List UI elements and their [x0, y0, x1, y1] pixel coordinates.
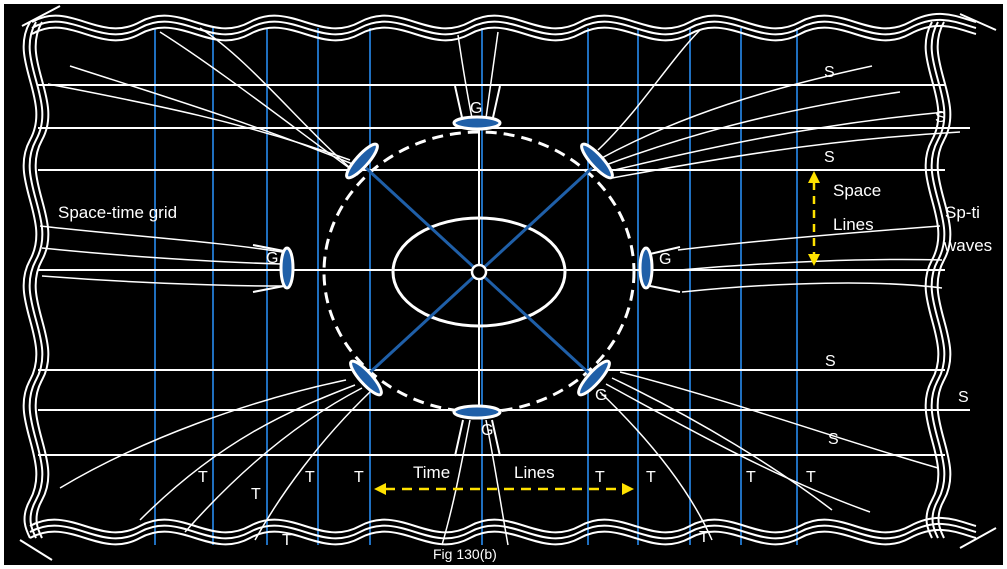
cone-top — [454, 85, 501, 123]
s-label: S — [935, 109, 946, 126]
galaxy-node-upper-right — [580, 142, 614, 180]
space-lines-label-line2: Lines — [833, 215, 874, 234]
wave-string — [602, 91, 901, 167]
frame-right-wave — [930, 21, 946, 539]
wave-string — [485, 31, 499, 119]
space-time-grid-label: Space-time grid — [58, 203, 177, 222]
wave-string — [619, 371, 939, 469]
wave-string — [611, 377, 833, 511]
frame-bottom-wave — [29, 529, 977, 546]
wave-string — [457, 34, 473, 119]
wave-string — [159, 31, 353, 171]
wave-string — [39, 225, 283, 253]
figure-caption: Fig 130(b) — [433, 546, 497, 562]
wave-string — [679, 258, 943, 271]
sp-ti-waves-label-line2: waves — [943, 236, 992, 255]
sp-ti-waves-label-line1: Sp-ti — [945, 203, 980, 222]
frame-bottom-wave — [29, 517, 977, 534]
s-label: S — [958, 389, 969, 406]
g-label-bottom: G — [481, 422, 493, 439]
time-label: Time — [413, 463, 450, 482]
frame-top-wave — [31, 19, 977, 36]
frame-left-wave — [34, 21, 50, 539]
t-label: T — [198, 469, 208, 486]
g-label-left: G — [266, 250, 278, 267]
galaxy-cones — [252, 85, 681, 457]
t-label: T — [646, 469, 656, 486]
wave-string — [41, 247, 283, 265]
t-label: T — [699, 529, 709, 546]
center-node — [470, 263, 488, 281]
s-label: S — [828, 431, 839, 448]
galaxy-node-lower-right — [577, 359, 611, 397]
g-label-right: G — [659, 251, 671, 268]
time-lines-arrow — [374, 483, 634, 495]
wave-string — [184, 387, 363, 533]
wave-string — [605, 111, 946, 173]
t-label: T — [251, 486, 261, 503]
wave-strings — [39, 27, 961, 546]
wave-string — [597, 29, 701, 151]
frame-top-wave — [31, 25, 977, 42]
t-label: T — [354, 469, 364, 486]
cone-left — [252, 244, 285, 293]
space-arrow-head-top — [808, 171, 820, 183]
cone-bottom — [454, 419, 501, 457]
frame-corner-tick — [19, 5, 997, 561]
inner-orbit — [391, 216, 567, 328]
wave-string — [441, 419, 471, 546]
wave-string — [681, 282, 943, 293]
s-label: S — [824, 64, 835, 81]
galaxy-node-lower-left — [349, 359, 383, 397]
time-lines — [154, 28, 798, 545]
galaxy-node-top — [452, 115, 502, 131]
frame-bottom-wave — [29, 523, 977, 540]
cone-right — [649, 246, 681, 293]
wavy-frame — [19, 5, 997, 561]
time-arrow-head-right — [622, 483, 634, 495]
t-label: T — [746, 469, 756, 486]
galaxy-node-left — [279, 246, 295, 290]
galaxy-nodes — [279, 115, 654, 420]
frame-right-wave — [924, 21, 940, 539]
frame-top-wave — [31, 13, 977, 30]
wave-string — [677, 225, 941, 251]
wave-string — [199, 27, 359, 176]
galaxy-node-bottom — [452, 404, 502, 420]
s-label: S — [825, 353, 836, 370]
frame-right-wave — [936, 21, 952, 539]
wave-string — [605, 383, 871, 513]
wave-string — [254, 391, 371, 541]
wave-string — [69, 65, 356, 166]
lines-label: Lines — [514, 463, 555, 482]
space-arrow-head-bottom — [808, 254, 820, 266]
t-label: T — [282, 532, 292, 549]
t-label: T — [595, 469, 605, 486]
background-panel — [4, 4, 1003, 565]
wave-string — [485, 419, 509, 546]
time-arrow-head-left — [374, 483, 386, 495]
frame-left-wave — [22, 21, 38, 539]
wave-string — [611, 131, 961, 179]
galaxy-node-right — [638, 246, 654, 290]
g-label-top: G — [470, 100, 482, 117]
text-labels: Space-time grid Space Lines Sp-ti waves … — [58, 64, 992, 562]
g-label-lower-right: G — [595, 387, 607, 404]
t-label: T — [305, 469, 315, 486]
wave-string — [597, 65, 873, 161]
frame-left-wave — [28, 21, 44, 539]
space-lines-arrow — [808, 171, 820, 266]
space-lines-label-line1: Space — [833, 181, 881, 200]
wave-string — [139, 384, 356, 521]
s-label: S — [824, 149, 835, 166]
t-label: T — [806, 469, 816, 486]
wave-string — [599, 391, 713, 541]
wave-string — [59, 379, 347, 489]
outer-dashed-orbit — [322, 130, 636, 414]
wave-string — [41, 275, 283, 287]
galaxy-node-upper-left — [345, 142, 379, 180]
